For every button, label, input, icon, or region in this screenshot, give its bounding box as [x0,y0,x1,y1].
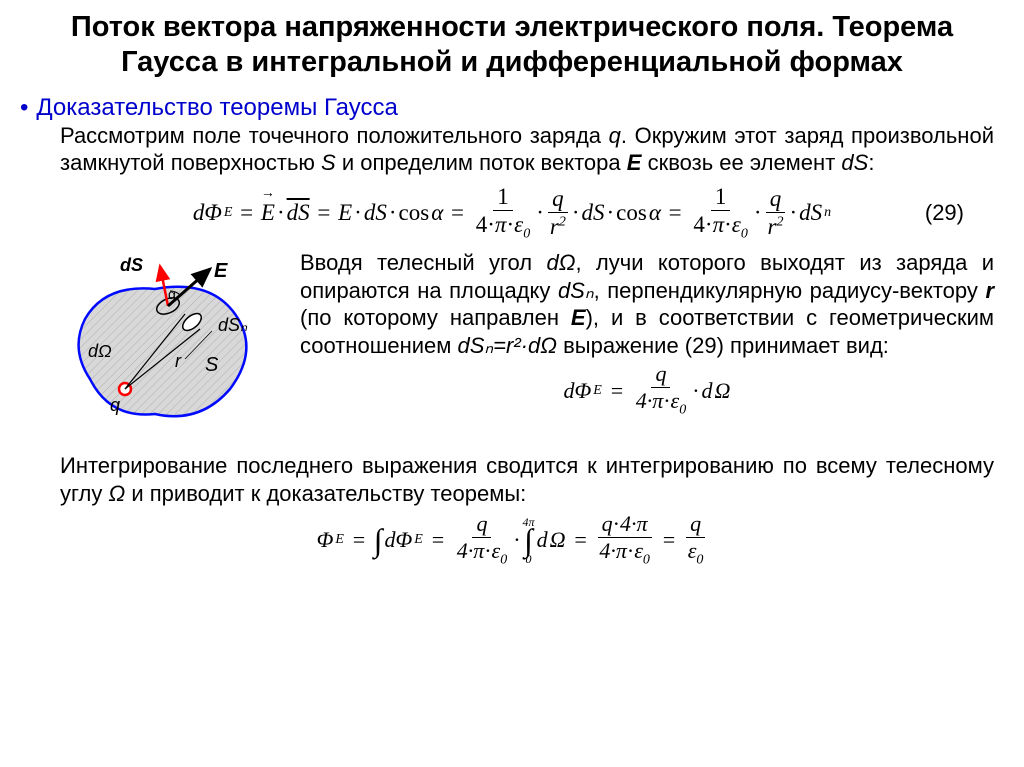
paragraph-2: Вводя телесный угол dΩ, лучи которого вы… [300,249,994,417]
p2-do: dΩ [546,250,575,275]
p1-end: : [868,150,874,175]
figure: dS E α dSₙ dΩ r S q [60,249,290,444]
bullet-icon: • [20,94,28,121]
p2-e: E [571,305,586,330]
p3-b: и приводит к доказательству теоремы: [125,481,526,506]
figure-text-row: dS E α dSₙ dΩ r S q Вводя телесный угол … [60,249,1004,444]
p1-e: E [627,150,642,175]
paragraph-1: Рассмотрим поле точечного положительного… [60,122,994,177]
gauss-diagram: dS E α dSₙ dΩ r S q [60,249,290,439]
equation-29: dΦE = E·dS = E·dS·cosα = 14·π·ε0 · qr2 ·… [20,185,1004,242]
p2-d: (по которому направлен [300,305,571,330]
label-S: S [205,354,219,376]
p2-a: Вводя телесный угол [300,250,546,275]
section-heading-row: • Доказательство теоремы Гаусса [20,94,1004,122]
p2-r: r [985,278,994,303]
label-q: q [110,395,120,415]
label-dSn: dSₙ [218,315,248,335]
label-dOmega: dΩ [88,341,112,361]
eq-29-number: (29) [925,200,964,226]
p1-ds: dS [841,150,868,175]
p1-a: Рассмотрим поле точечного положительного… [60,123,609,148]
label-r: r [175,351,182,371]
label-dS: dS [120,255,143,275]
label-alpha: α [168,286,176,302]
page-title: Поток вектора напряженности электрическо… [20,10,1004,80]
p1-s: S [321,150,336,175]
p3-o: Ω [109,481,126,506]
section-heading: Доказательство теоремы Гаусса [36,94,397,121]
p2-c: , перпендикулярную радиусу-вектору [594,278,986,303]
paragraph-3: Интегрирование последнего выражения свод… [60,452,994,507]
p1-d: сквозь ее элемент [641,150,841,175]
label-E: E [214,260,228,282]
p1-q: q [609,123,621,148]
p2-rel: dSₙ=r²·dΩ [458,333,557,358]
p1-c: и определим поток вектора [336,150,627,175]
p2-dsn: dSₙ [558,278,594,303]
equation-domega: dΦE = q4·π·ε0 ·dΩ [300,363,994,417]
equation-final: ΦE = ∫ dΦE = q4·π·ε0 · 4π∫0 dΩ = q·4·π4·… [20,513,1004,567]
p2-f: выражение (29) принимает вид: [557,333,889,358]
